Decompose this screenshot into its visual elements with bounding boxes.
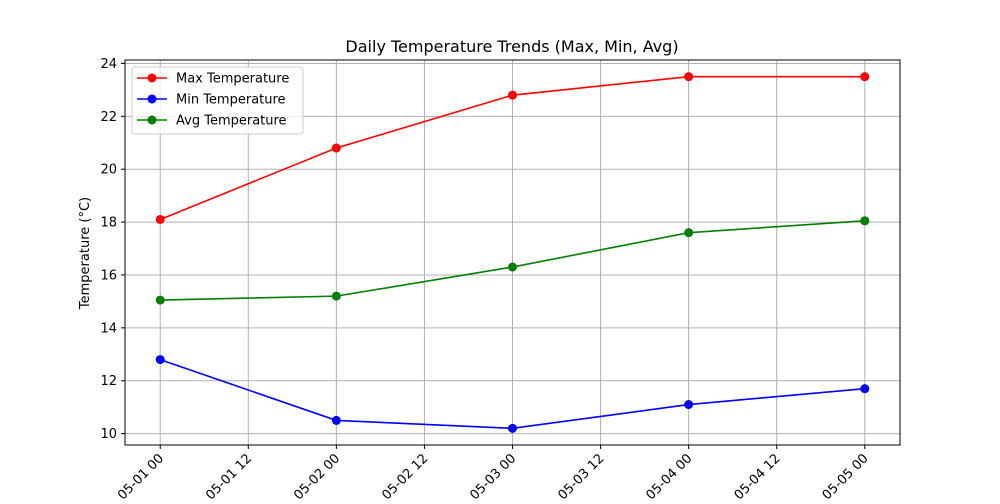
data-point [155, 295, 165, 305]
legend: Max Temperature Min Temperature Avg Temper… [131, 66, 304, 135]
data-point [508, 423, 517, 433]
data-point [331, 143, 341, 153]
y-tick-label: 14 [100, 321, 117, 336]
legend-label: Avg Temperature [176, 114, 287, 129]
legend-label: Max Temperature [176, 72, 289, 87]
y-axis-label: Temperature (°C) [78, 197, 93, 310]
data-point [155, 214, 165, 224]
legend-box [131, 66, 304, 135]
y-tick-label: 22 [100, 110, 117, 125]
y-tick-label: 20 [100, 163, 117, 178]
data-point [860, 384, 870, 394]
legend-marker [147, 94, 157, 104]
y-tick-label: 16 [100, 268, 117, 283]
y-tick-label: 18 [100, 216, 117, 231]
series-lines [155, 72, 870, 433]
y-tick-label: 10 [100, 427, 117, 442]
data-point [508, 90, 517, 100]
data-point [860, 72, 870, 82]
legend-marker [147, 73, 157, 83]
data-point [508, 262, 517, 272]
legend-label: Min Temperature [176, 93, 286, 108]
data-point [860, 216, 870, 226]
y-tick-label: 24 [100, 57, 117, 72]
y-tick-label: 12 [100, 374, 117, 389]
data-point [331, 291, 341, 301]
data-point [684, 72, 694, 82]
data-point [331, 415, 341, 425]
grid-lines [125, 60, 900, 445]
legend-marker [147, 115, 157, 125]
data-point [684, 400, 694, 410]
data-point [155, 355, 165, 365]
chart-title: Daily Temperature Trends (Max, Min, Avg) [345, 37, 678, 56]
data-point [684, 228, 694, 238]
